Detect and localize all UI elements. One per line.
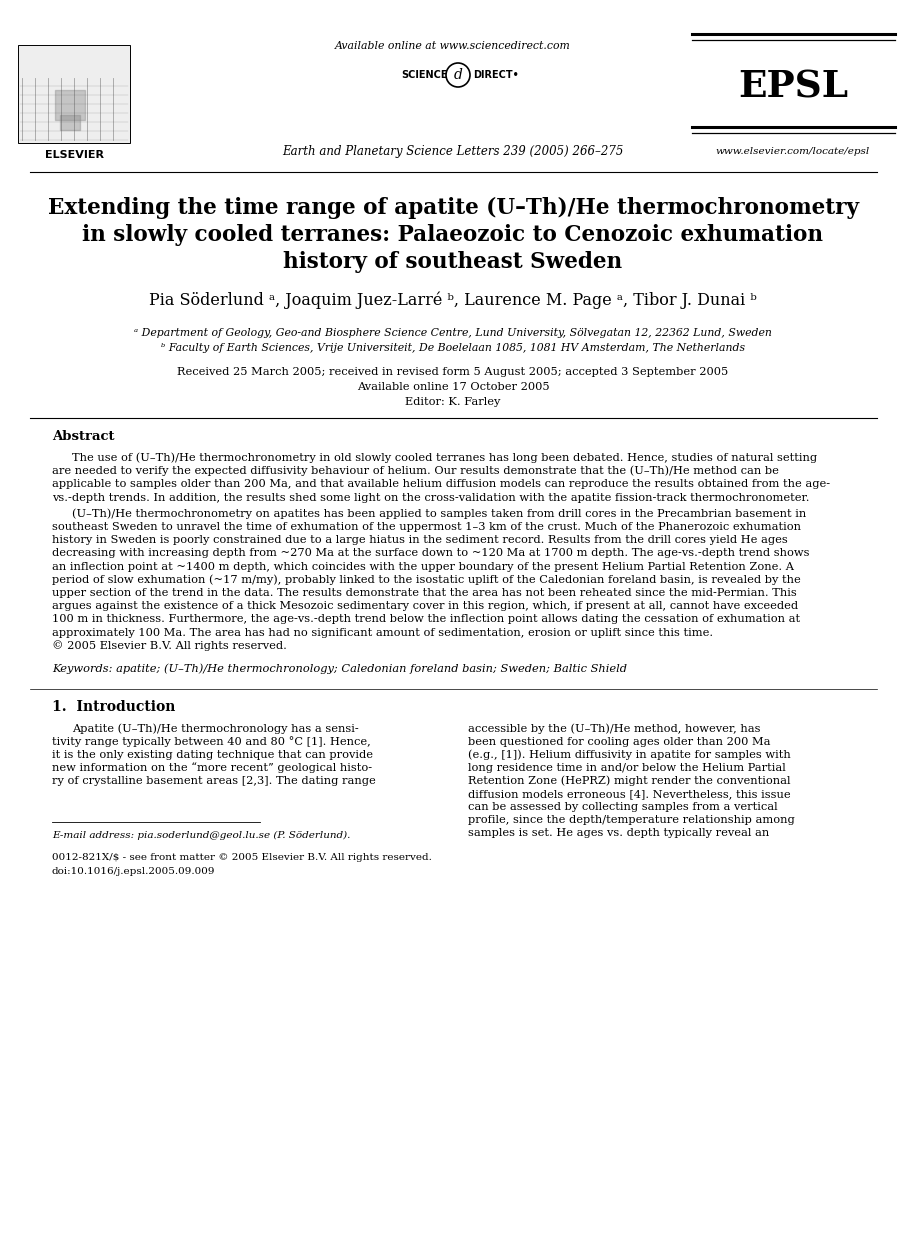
Text: Received 25 March 2005; received in revised form 5 August 2005; accepted 3 Septe: Received 25 March 2005; received in revi… [178,366,728,378]
Text: samples is set. He ages vs. depth typically reveal an: samples is set. He ages vs. depth typica… [468,828,769,838]
Text: diffusion models erroneous [4]. Nevertheless, this issue: diffusion models erroneous [4]. Neverthe… [468,789,791,799]
Text: DIRECT•: DIRECT• [473,71,519,80]
Text: © 2005 Elsevier B.V. All rights reserved.: © 2005 Elsevier B.V. All rights reserved… [52,640,287,651]
Text: can be assessed by collecting samples from a vertical: can be assessed by collecting samples fr… [468,802,777,812]
Text: period of slow exhumation (~17 m/my), probably linked to the isostatic uplift of: period of slow exhumation (~17 m/my), pr… [52,574,801,586]
Text: Abstract: Abstract [52,431,114,443]
Text: ᵇ Faculty of Earth Sciences, Vrije Universiteit, De Boelelaan 1085, 1081 HV Amst: ᵇ Faculty of Earth Sciences, Vrije Unive… [161,343,745,353]
Text: Available online 17 October 2005: Available online 17 October 2005 [356,383,550,392]
Text: d: d [454,68,463,82]
Text: www.elsevier.com/locate/epsl: www.elsevier.com/locate/epsl [716,147,870,156]
Text: southeast Sweden to unravel the time of exhumation of the uppermost 1–3 km of th: southeast Sweden to unravel the time of … [52,522,801,532]
Text: Keywords: apatite; (U–Th)/He thermochronology; Caledonian foreland basin; Sweden: Keywords: apatite; (U–Th)/He thermochron… [52,664,627,675]
Text: argues against the existence of a thick Mesozoic sedimentary cover in this regio: argues against the existence of a thick … [52,602,798,612]
Text: (e.g., [1]). Helium diffusivity in apatite for samples with: (e.g., [1]). Helium diffusivity in apati… [468,750,791,760]
Text: are needed to verify the expected diffusivity behaviour of helium. Our results d: are needed to verify the expected diffus… [52,465,779,477]
Text: Retention Zone (HePRZ) might render the conventional: Retention Zone (HePRZ) might render the … [468,776,791,786]
Text: in slowly cooled terranes: Palaeozoic to Cenozoic exhumation: in slowly cooled terranes: Palaeozoic to… [83,224,824,246]
Text: Available online at www.sciencedirect.com: Available online at www.sciencedirect.co… [335,41,571,51]
Text: Editor: K. Farley: Editor: K. Farley [405,397,501,407]
Text: upper section of the trend in the data. The results demonstrate that the area ha: upper section of the trend in the data. … [52,588,796,598]
Text: approximately 100 Ma. The area has had no significant amount of sedimentation, e: approximately 100 Ma. The area has had n… [52,628,713,638]
Text: ᵃ Department of Geology, Geo-and Biosphere Science Centre, Lund University, Sölv: ᵃ Department of Geology, Geo-and Biosphe… [134,328,772,338]
Text: The use of (U–Th)/He thermochronometry in old slowly cooled terranes has long be: The use of (U–Th)/He thermochronometry i… [72,453,817,463]
Bar [18,45,130,144]
Text: new information on the “more recent” geological histo-: new information on the “more recent” geo… [52,763,372,774]
Text: 1.  Introduction: 1. Introduction [52,699,175,714]
Text: profile, since the depth/temperature relationship among: profile, since the depth/temperature rel… [468,815,795,825]
Text: SCIENCE: SCIENCE [402,71,448,80]
Text: doi:10.1016/j.epsl.2005.09.009: doi:10.1016/j.epsl.2005.09.009 [52,867,216,875]
Text: 100 m in thickness. Furthermore, the age-vs.-depth trend below the inflection po: 100 m in thickness. Furthermore, the age… [52,614,800,624]
Text: accessible by the (U–Th)/He method, however, has: accessible by the (U–Th)/He method, howe… [468,724,760,734]
Text: ry of crystalline basement areas [2,3]. The dating range: ry of crystalline basement areas [2,3]. … [52,776,375,786]
Text: long residence time in and/or below the Helium Partial: long residence time in and/or below the … [468,763,785,773]
Text: EPSL: EPSL [738,68,848,105]
Text: E-mail address: pia.soderlund@geol.lu.se (P. Söderlund).: E-mail address: pia.soderlund@geol.lu.se… [52,831,350,839]
Text: Apatite (U–Th)/He thermochronology has a sensi-: Apatite (U–Th)/He thermochronology has a… [72,724,359,734]
Text: Earth and Planetary Science Letters 239 (2005) 266–275: Earth and Planetary Science Letters 239 … [282,146,624,158]
Text: decreasing with increasing depth from ~270 Ma at the surface down to ~120 Ma at : decreasing with increasing depth from ~2… [52,548,810,558]
Text: an inflection point at ~1400 m depth, which coincides with the upper boundary of: an inflection point at ~1400 m depth, wh… [52,562,794,572]
Text: Pia Söderlund ᵃ, Joaquim Juez-Larré ᵇ, Laurence M. Page ᵃ, Tibor J. Dunai ᵇ: Pia Söderlund ᵃ, Joaquim Juez-Larré ᵇ, L… [149,291,756,308]
Text: history of southeast Sweden: history of southeast Sweden [283,251,622,274]
Text: tivity range typically between 40 and 80 °C [1]. Hence,: tivity range typically between 40 and 80… [52,737,371,748]
Text: ELSEVIER: ELSEVIER [45,150,104,160]
Text: 0012-821X/$ - see front matter © 2005 Elsevier B.V. All rights reserved.: 0012-821X/$ - see front matter © 2005 El… [52,853,432,862]
Text: (U–Th)/He thermochronometry on apatites has been applied to samples taken from d: (U–Th)/He thermochronometry on apatites … [72,509,806,519]
Text: it is the only existing dating technique that can provide: it is the only existing dating technique… [52,750,373,760]
Text: been questioned for cooling ages older than 200 Ma: been questioned for cooling ages older t… [468,737,771,747]
Text: Extending the time range of apatite (U–Th)/He thermochronometry: Extending the time range of apatite (U–T… [47,197,859,219]
Text: history in Sweden is poorly constrained due to a large hiatus in the sediment re: history in Sweden is poorly constrained … [52,535,788,545]
Text: applicable to samples older than 200 Ma, and that available helium diffusion mod: applicable to samples older than 200 Ma,… [52,479,830,489]
Text: vs.-depth trends. In addition, the results shed some light on the cross-validati: vs.-depth trends. In addition, the resul… [52,493,810,503]
